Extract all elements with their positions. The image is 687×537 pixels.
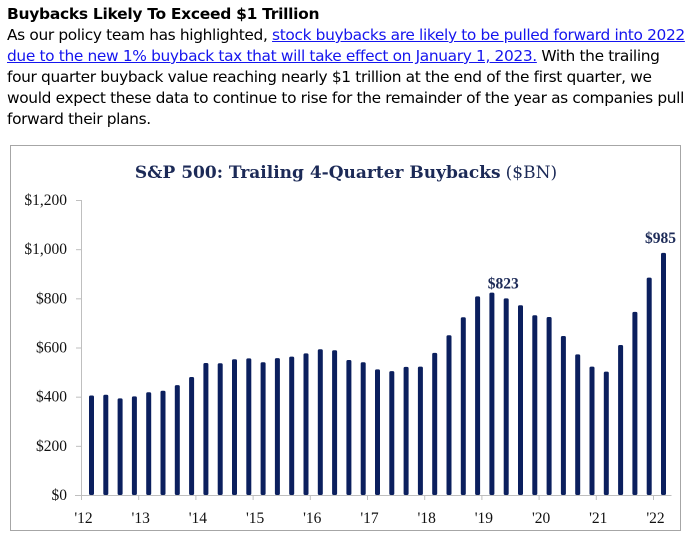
bar [360,362,366,495]
y-tick-label: $0 [52,487,68,504]
bar [189,377,195,495]
x-tick-label: '19 [475,510,494,527]
bar [589,366,595,495]
bar [375,369,380,495]
axes: $0 $200 $400 $600 $800 $1,000 $1,200 '12 '13 '14 '… [24,192,672,527]
x-tick-label: '14 [189,510,208,527]
bar [103,394,109,495]
bar [332,350,338,495]
bar [303,353,309,495]
chart-frame: S&P 500: Trailing 4-Quarter Buybacks ($BN… [10,145,681,531]
bar [160,390,166,495]
bar [560,335,566,495]
bar [446,335,452,495]
policy-link[interactable]: stock buybacks are likely to be pulled f… [7,26,685,65]
chart-title-unit: ($BN) [506,163,557,183]
body-text: With the trailing four quarter buyback v… [7,47,685,128]
x-tick-label: '12 [74,510,92,527]
x-tick-label: '13 [132,510,151,527]
bars [89,252,666,495]
bar [146,392,152,495]
bar [346,360,352,495]
buybacks-bar-chart: S&P 500: Trailing 4-Quarter Buybacks ($BN… [24,163,677,527]
x-tick-label: '18 [418,510,437,527]
bar [246,358,252,495]
bar [203,362,209,495]
data-label: $823 [488,275,519,292]
y-tick-label: $800 [36,290,67,307]
x-tick-label: '20 [532,510,551,527]
bar [317,349,323,495]
bar [174,385,180,495]
chart-title-main: S&P 500: Trailing 4-Quarter Buybacks [135,163,501,183]
article-paragraph: As our policy team has highlighted, stoc… [7,25,687,130]
y-tick-label: $600 [36,340,67,357]
x-tick-label: '21 [589,510,607,527]
bar [532,315,538,495]
bar [618,345,624,495]
bar [432,352,438,495]
data-labels: $823 $985 [488,230,677,292]
bar [632,311,638,495]
chart-title: S&P 500: Trailing 4-Quarter Buybacks ($BN… [135,163,557,183]
bar [546,317,552,495]
bar [217,363,223,495]
article: Buybacks Likely To Exceed $1 Trillion As… [7,4,687,130]
bar [575,354,581,495]
y-tick-label: $200 [36,438,67,455]
bar [503,298,509,495]
bar [646,277,652,495]
bar [89,395,94,495]
y-tick-label: $400 [36,389,67,406]
bar [260,362,266,495]
bar [289,356,295,495]
bar [232,359,237,495]
bar [417,366,423,495]
bar [403,366,409,495]
x-tick-label: '15 [246,510,265,527]
bar [475,296,481,495]
x-tick-label: '16 [303,510,322,527]
bar [603,371,609,495]
bar [131,396,137,495]
x-tick-label: '17 [360,510,379,527]
bar [274,358,280,495]
bar [489,292,495,495]
bar [518,305,523,495]
article-headline: Buybacks Likely To Exceed $1 Trillion [7,5,320,23]
bar [460,317,466,495]
bar [389,371,395,495]
data-label: $985 [645,230,676,247]
x-tick-label: '22 [646,510,664,527]
intro-text: As our policy team has highlighted, [7,26,273,44]
bar [661,252,666,495]
y-tick-label: $1,000 [24,241,67,258]
bar [117,398,123,495]
y-tick-label: $1,200 [24,192,67,209]
